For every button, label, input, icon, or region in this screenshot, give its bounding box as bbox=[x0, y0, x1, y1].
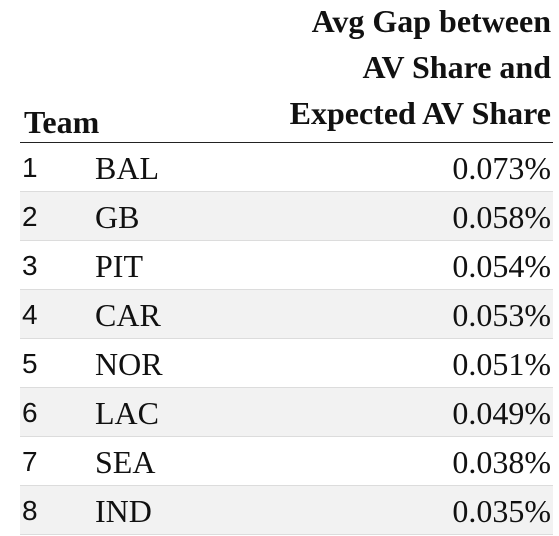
team-cell: BAL bbox=[95, 150, 159, 186]
table-row: 5 NOR 0.051% bbox=[20, 339, 553, 388]
rank-cell: 2 bbox=[22, 201, 38, 232]
team-cell: LAC bbox=[95, 395, 159, 431]
rank-cell: 1 bbox=[22, 152, 38, 183]
table-row: 1 BAL 0.073% bbox=[20, 143, 553, 192]
value-cell: 0.053% bbox=[452, 297, 551, 333]
team-cell: GB bbox=[95, 199, 140, 235]
team-column-header: Team bbox=[24, 104, 100, 140]
value-cell: 0.073% bbox=[452, 150, 551, 186]
value-cell: 0.054% bbox=[452, 248, 551, 284]
value-cell: 0.035% bbox=[452, 493, 551, 529]
value-cell: 0.038% bbox=[452, 444, 551, 480]
table-header: Team Avg Gap between AV Share and Expect… bbox=[20, 0, 553, 143]
table-row: 7 SEA 0.038% bbox=[20, 437, 553, 486]
table-row: 4 CAR 0.053% bbox=[20, 290, 553, 339]
rank-cell: 4 bbox=[22, 299, 38, 330]
team-cell: SEA bbox=[95, 444, 156, 480]
table-body: 1 BAL 0.073% 2 GB 0.058% 3 PIT 0.054% 4 CAR 0.053% 5… bbox=[20, 143, 553, 535]
rank-cell: 6 bbox=[22, 397, 38, 428]
team-cell: NOR bbox=[95, 346, 163, 382]
rank-cell: 5 bbox=[22, 348, 38, 379]
table-row: 6 LAC 0.049% bbox=[20, 388, 553, 437]
metric-column-header: Avg Gap between AV Share and Expected AV… bbox=[211, 0, 551, 136]
team-cell: CAR bbox=[95, 297, 161, 333]
table-row: 2 GB 0.058% bbox=[20, 192, 553, 241]
rank-cell: 8 bbox=[22, 495, 38, 526]
metric-header-line-1: Avg Gap between bbox=[311, 3, 551, 39]
gap-table: Team Avg Gap between AV Share and Expect… bbox=[20, 0, 553, 535]
rank-cell: 3 bbox=[22, 250, 38, 281]
table-row: 3 PIT 0.054% bbox=[20, 241, 553, 290]
team-cell: PIT bbox=[95, 248, 143, 284]
value-cell: 0.049% bbox=[452, 395, 551, 431]
rank-cell: 7 bbox=[22, 446, 38, 477]
metric-header-line-3: Expected AV Share bbox=[289, 95, 551, 131]
metric-header-line-2: AV Share and bbox=[362, 49, 551, 85]
team-cell: IND bbox=[95, 493, 152, 529]
value-cell: 0.058% bbox=[452, 199, 551, 235]
value-cell: 0.051% bbox=[452, 346, 551, 382]
table-row: 8 IND 0.035% bbox=[20, 486, 553, 535]
